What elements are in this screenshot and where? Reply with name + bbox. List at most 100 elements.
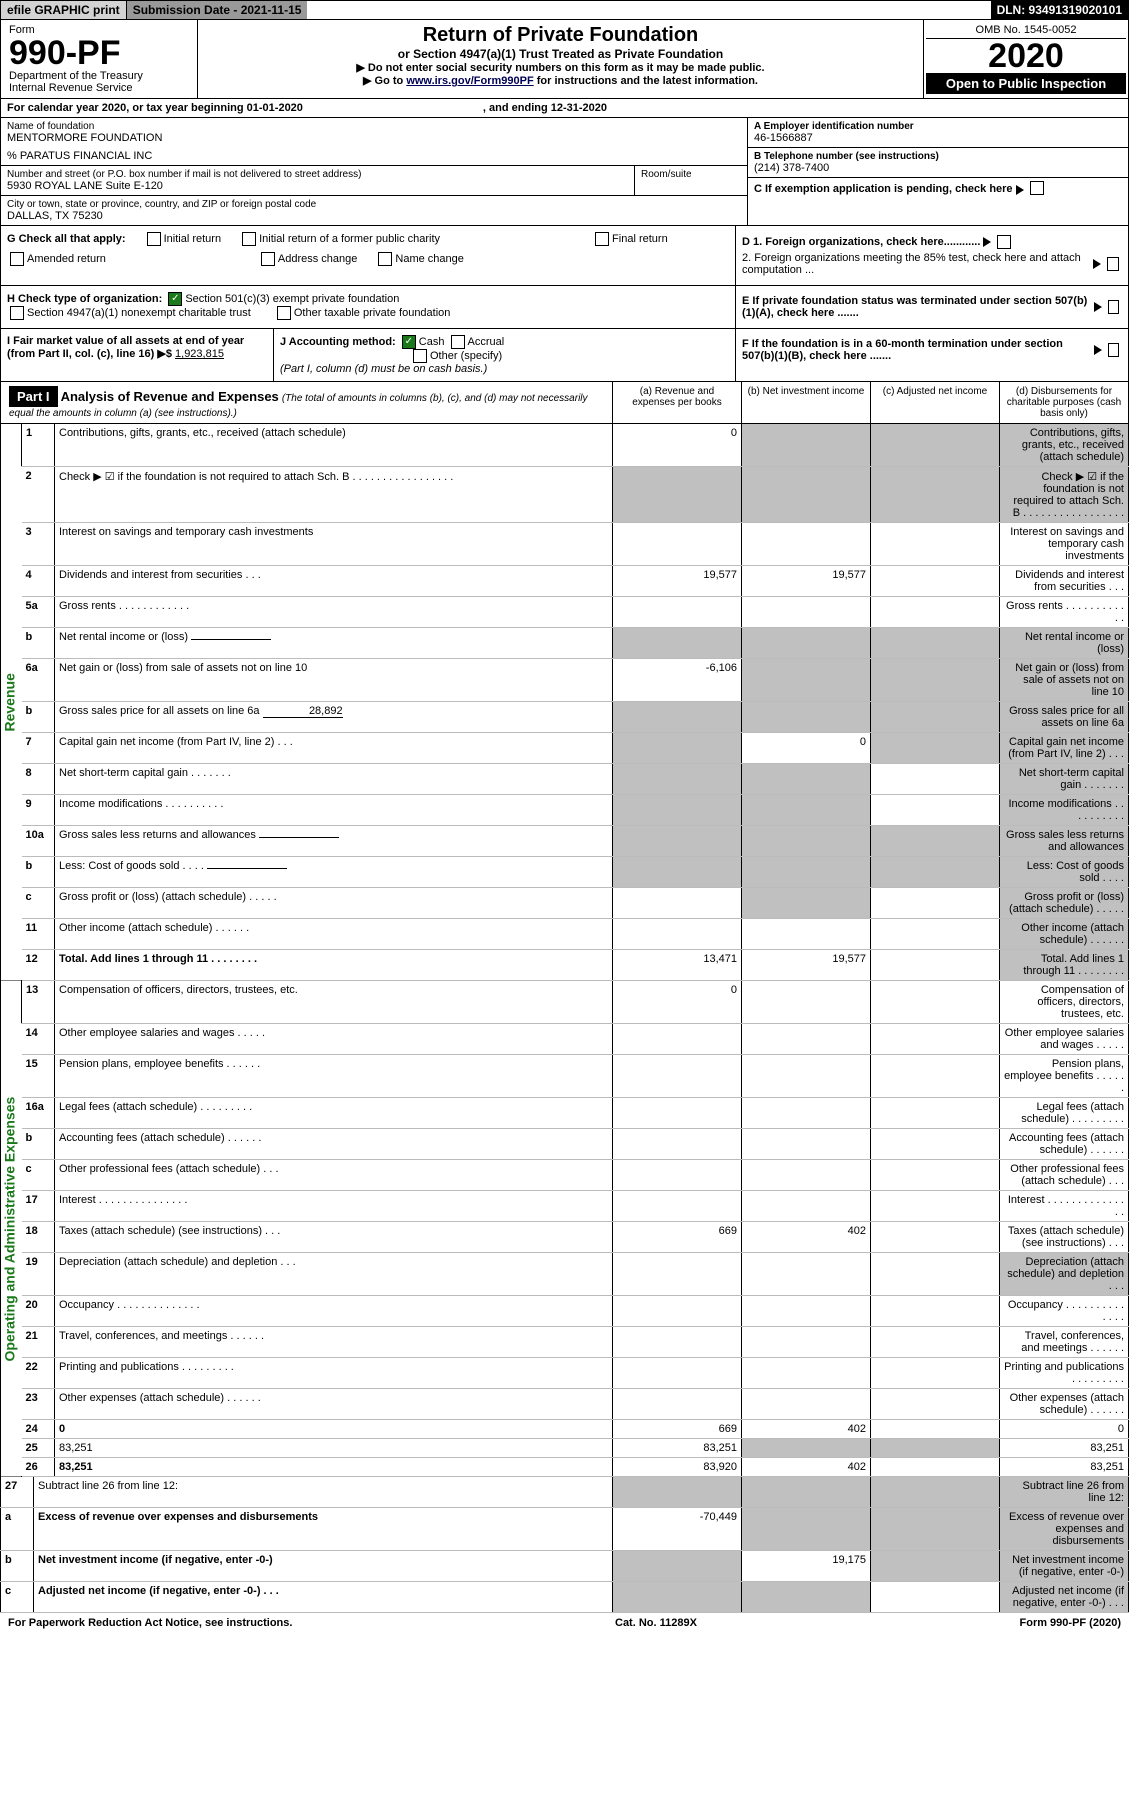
other-tax-cb[interactable] [277, 306, 291, 320]
cell-b [742, 981, 871, 1024]
501c3-cb[interactable] [168, 292, 182, 306]
form-link[interactable]: www.irs.gov/Form990PF [406, 75, 533, 87]
cell-b [742, 424, 871, 467]
cash-cb[interactable] [402, 335, 416, 349]
cell-c [871, 888, 1000, 919]
city-label: City or town, state or province, country… [7, 199, 741, 210]
line-num: 24 [22, 1420, 55, 1439]
cell-a [613, 1129, 742, 1160]
arrow-icon [1016, 185, 1024, 195]
e-cb[interactable] [1108, 300, 1119, 314]
f-cb[interactable] [1108, 343, 1119, 357]
cell-a [613, 1024, 742, 1055]
line-desc: Legal fees (attach schedule) . . . . . .… [55, 1098, 613, 1129]
d1-cb[interactable] [997, 235, 1011, 249]
initial-return-cb[interactable] [147, 232, 161, 246]
cell-d: Gross sales price for all assets on line… [1000, 702, 1129, 733]
line-desc: Accounting fees (attach schedule) . . . … [55, 1129, 613, 1160]
calendar-year-row: For calendar year 2020, or tax year begi… [0, 99, 1129, 118]
cell-b [742, 1098, 871, 1129]
line-num: 11 [22, 919, 55, 950]
cell-a: 83,920 [613, 1458, 742, 1477]
cell-a [613, 1327, 742, 1358]
line-desc: Contributions, gifts, grants, etc., rece… [55, 424, 613, 467]
line-desc: Net short-term capital gain . . . . . . … [55, 764, 613, 795]
4947-cb[interactable] [10, 306, 24, 320]
cell-a [613, 1358, 742, 1389]
cell-b [742, 764, 871, 795]
cell-b [742, 597, 871, 628]
line-desc: Travel, conferences, and meetings . . . … [55, 1327, 613, 1358]
name-change-cb[interactable] [378, 252, 392, 266]
line-desc: Gross sales less returns and allowances [55, 826, 613, 857]
room-label: Room/suite [641, 169, 741, 180]
initial-former-cb[interactable] [242, 232, 256, 246]
cell-c [871, 467, 1000, 523]
cell-c [871, 795, 1000, 826]
cell-b [742, 857, 871, 888]
cell-a [613, 764, 742, 795]
cell-a [613, 919, 742, 950]
line-num: 14 [22, 1024, 55, 1055]
line-num: 8 [22, 764, 55, 795]
cell-b [742, 1160, 871, 1191]
cell-b [742, 628, 871, 659]
e-line: E If private foundation status was termi… [742, 295, 1091, 319]
cell-b [742, 919, 871, 950]
care-of: % PARATUS FINANCIAL INC [7, 150, 741, 162]
line-num: 13 [22, 981, 55, 1024]
line-desc: Adjusted net income (if negative, enter … [34, 1582, 613, 1613]
col-b: (b) Net investment income [741, 382, 870, 423]
cell-c [871, 919, 1000, 950]
cell-c [871, 1296, 1000, 1327]
line-num: 7 [22, 733, 55, 764]
col-a: (a) Revenue and expenses per books [612, 382, 741, 423]
cell-b: 0 [742, 733, 871, 764]
summary-table: 27Subtract line 26 from line 12:Subtract… [0, 1477, 1129, 1613]
cell-c [871, 523, 1000, 566]
line-num: 21 [22, 1327, 55, 1358]
cell-a [613, 795, 742, 826]
cell-a [613, 1098, 742, 1129]
open-public-label: Open to Public Inspection [926, 73, 1126, 94]
i-value: 1,923,815 [175, 348, 224, 360]
cell-b: 19,175 [742, 1551, 871, 1582]
line-num: b [22, 1129, 55, 1160]
cell-d: Net investment income (if negative, ente… [1000, 1551, 1129, 1582]
line-num: 5a [22, 597, 55, 628]
cell-c [871, 659, 1000, 702]
line-num: 3 [22, 523, 55, 566]
cell-a: 0 [613, 424, 742, 467]
d2-cb[interactable] [1107, 257, 1119, 271]
cell-d: Contributions, gifts, grants, etc., rece… [1000, 424, 1129, 467]
line-desc: Less: Cost of goods sold . . . . [55, 857, 613, 888]
cell-c [871, 1551, 1000, 1582]
cell-a [613, 628, 742, 659]
line-desc: Income modifications . . . . . . . . . . [55, 795, 613, 826]
cell-d: Pension plans, employee benefits . . . .… [1000, 1055, 1129, 1098]
cell-d: Less: Cost of goods sold . . . . [1000, 857, 1129, 888]
amended-cb[interactable] [10, 252, 24, 266]
line-num: c [1, 1582, 34, 1613]
cell-a [613, 523, 742, 566]
cell-d: Interest on savings and temporary cash i… [1000, 523, 1129, 566]
addr-change-cb[interactable] [261, 252, 275, 266]
cell-d: Capital gain net income (from Part IV, l… [1000, 733, 1129, 764]
line-num: 19 [22, 1253, 55, 1296]
cell-a [613, 857, 742, 888]
submission-date: Submission Date - 2021-11-15 [126, 1, 308, 19]
c-line: C If exemption application is pending, c… [754, 183, 1013, 195]
line-desc: 0 [55, 1420, 613, 1439]
other-method-cb[interactable] [413, 349, 427, 363]
footer: For Paperwork Reduction Act Notice, see … [0, 1613, 1129, 1633]
c-checkbox[interactable] [1030, 181, 1044, 195]
header: Form 990-PF Department of the Treasury I… [0, 20, 1129, 99]
accrual-cb[interactable] [451, 335, 465, 349]
addr-value: 5930 ROYAL LANE Suite E-120 [7, 180, 634, 192]
form-subtitle: or Section 4947(a)(1) Trust Treated as P… [206, 47, 915, 61]
line-desc: Other income (attach schedule) . . . . .… [55, 919, 613, 950]
col-c: (c) Adjusted net income [870, 382, 999, 423]
cell-b [742, 795, 871, 826]
tel-label: B Telephone number (see instructions) [754, 151, 1122, 162]
final-return-cb[interactable] [595, 232, 609, 246]
